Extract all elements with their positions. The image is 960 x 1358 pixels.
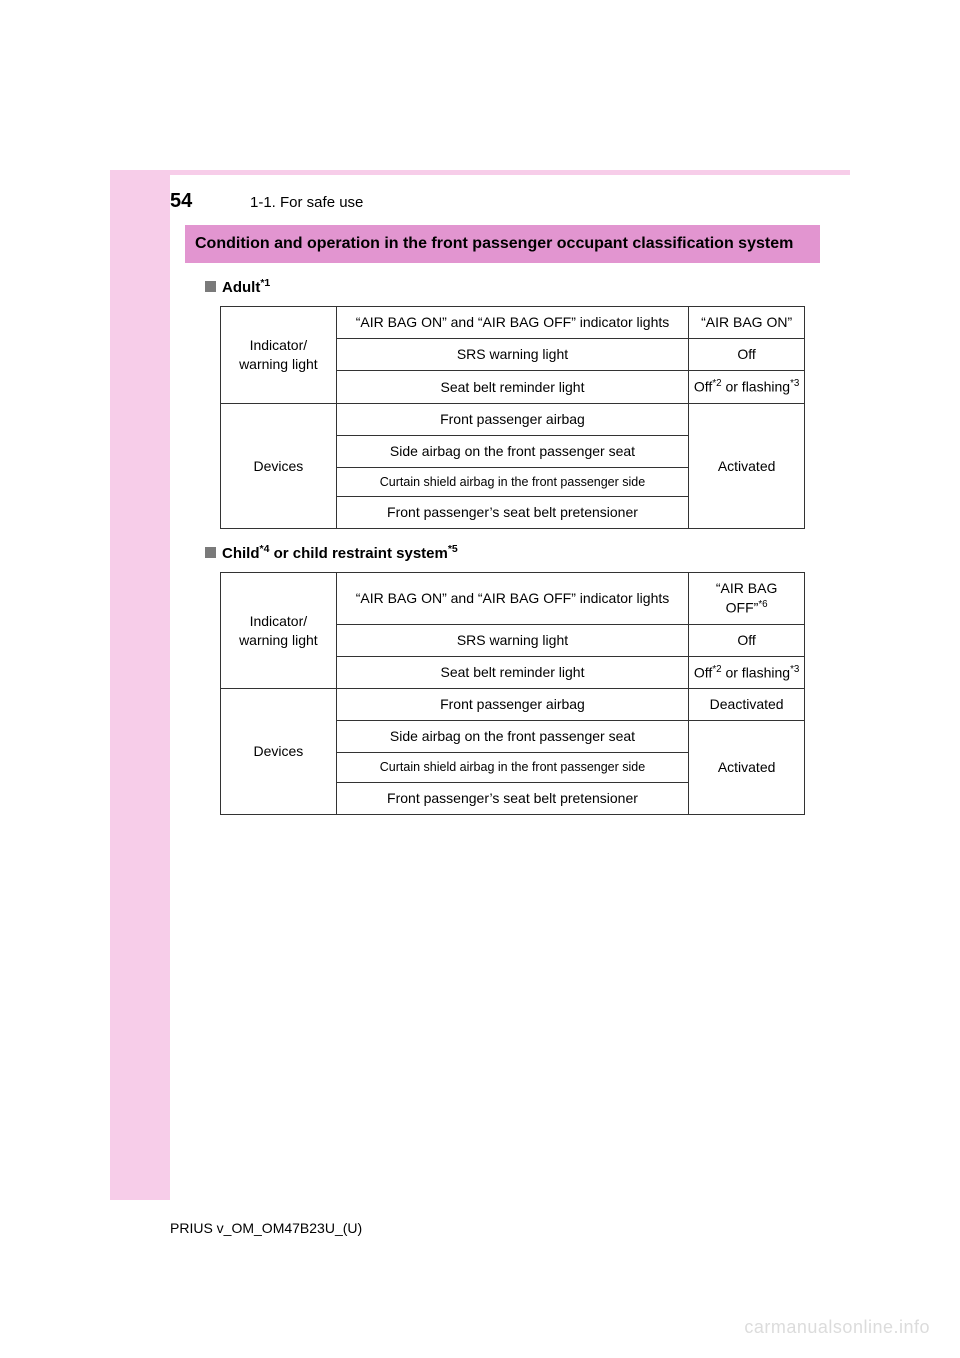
footer-text: PRIUS v_OM_OM47B23U_(U) (170, 1220, 362, 1236)
cell-text: Off (694, 379, 712, 395)
table-cell: SRS warning light (336, 624, 689, 656)
table-cell: “AIR BAG ON” and “AIR BAG OFF” indicator… (336, 307, 689, 339)
table-row-head: Devices (221, 689, 337, 815)
page-number: 54 (170, 190, 192, 213)
table-cell: Off*2 or flashing*3 (689, 656, 805, 689)
table-cell: Front passenger’s seat belt pretensioner (336, 782, 689, 814)
cell-sup: *6 (758, 599, 767, 610)
bullet-icon (205, 547, 216, 558)
bullet-icon (205, 281, 216, 292)
content-area: Condition and operation in the front pas… (185, 225, 820, 815)
table-cell: Off*2 or flashing*3 (689, 371, 805, 404)
cell-text: Indicator/ warning light (239, 613, 318, 648)
table-cell: Side airbag on the front passenger seat (336, 721, 689, 753)
table-cell: Side airbag on the front passenger seat (336, 435, 689, 467)
watermark: carmanualsonline.info (744, 1317, 930, 1338)
cell-sup: *2 (712, 664, 721, 675)
table-row-head: Indicator/ warning light (221, 307, 337, 403)
cell-text: Off (694, 664, 712, 680)
table-cell: Off (689, 339, 805, 371)
cell-sup: *2 (712, 378, 721, 389)
section-heading: Condition and operation in the front pas… (185, 225, 820, 263)
table-cell: Activated (689, 721, 805, 815)
table-adult: Indicator/ warning light “AIR BAG ON” an… (220, 306, 805, 529)
table-cell: Curtain shield airbag in the front passe… (336, 467, 689, 497)
table-cell: “AIR BAG OFF”*6 (689, 573, 805, 624)
cell-text: or flashing (722, 664, 790, 680)
table-cell: SRS warning light (336, 339, 689, 371)
table-cell: Off (689, 624, 805, 656)
cell-text: or flashing (722, 379, 790, 395)
sub1-label: Adult (222, 279, 260, 296)
subheading-adult: Adult*1 (205, 277, 820, 296)
table-cell: Front passenger airbag (336, 403, 689, 435)
subheading-child: Child*4 or child restraint system*5 (205, 543, 820, 562)
table-cell: Deactivated (689, 689, 805, 721)
table-child: Indicator/ warning light “AIR BAG ON” an… (220, 572, 805, 814)
cell-sup: *3 (790, 378, 799, 389)
breadcrumb: 1-1. For safe use (250, 194, 363, 211)
sub1-sup: *1 (260, 277, 270, 289)
cell-text: “AIR BAG OFF” (716, 580, 777, 616)
table-cell: Front passenger airbag (336, 689, 689, 721)
table-cell: “AIR BAG ON” and “AIR BAG OFF” indicator… (336, 573, 689, 624)
table-cell: Seat belt reminder light (336, 656, 689, 689)
sidebar-accent (110, 170, 170, 1200)
topbar-accent (110, 170, 850, 175)
table-cell: Seat belt reminder light (336, 371, 689, 404)
sub2-sup2: *5 (448, 543, 458, 555)
table-cell: “AIR BAG ON” (689, 307, 805, 339)
table-row-head: Devices (221, 403, 337, 529)
table-row-head: Indicator/ warning light (221, 573, 337, 689)
table-cell: Curtain shield airbag in the front passe… (336, 752, 689, 782)
table-cell: Front passenger’s seat belt pretensioner (336, 497, 689, 529)
table-cell: Activated (689, 403, 805, 529)
sub2-sup1: *4 (260, 543, 270, 555)
sub2-label: Child (222, 545, 260, 562)
cell-text: Indicator/ warning light (239, 337, 318, 372)
sub2-mid: or child restraint system (269, 545, 447, 562)
cell-sup: *3 (790, 664, 799, 675)
